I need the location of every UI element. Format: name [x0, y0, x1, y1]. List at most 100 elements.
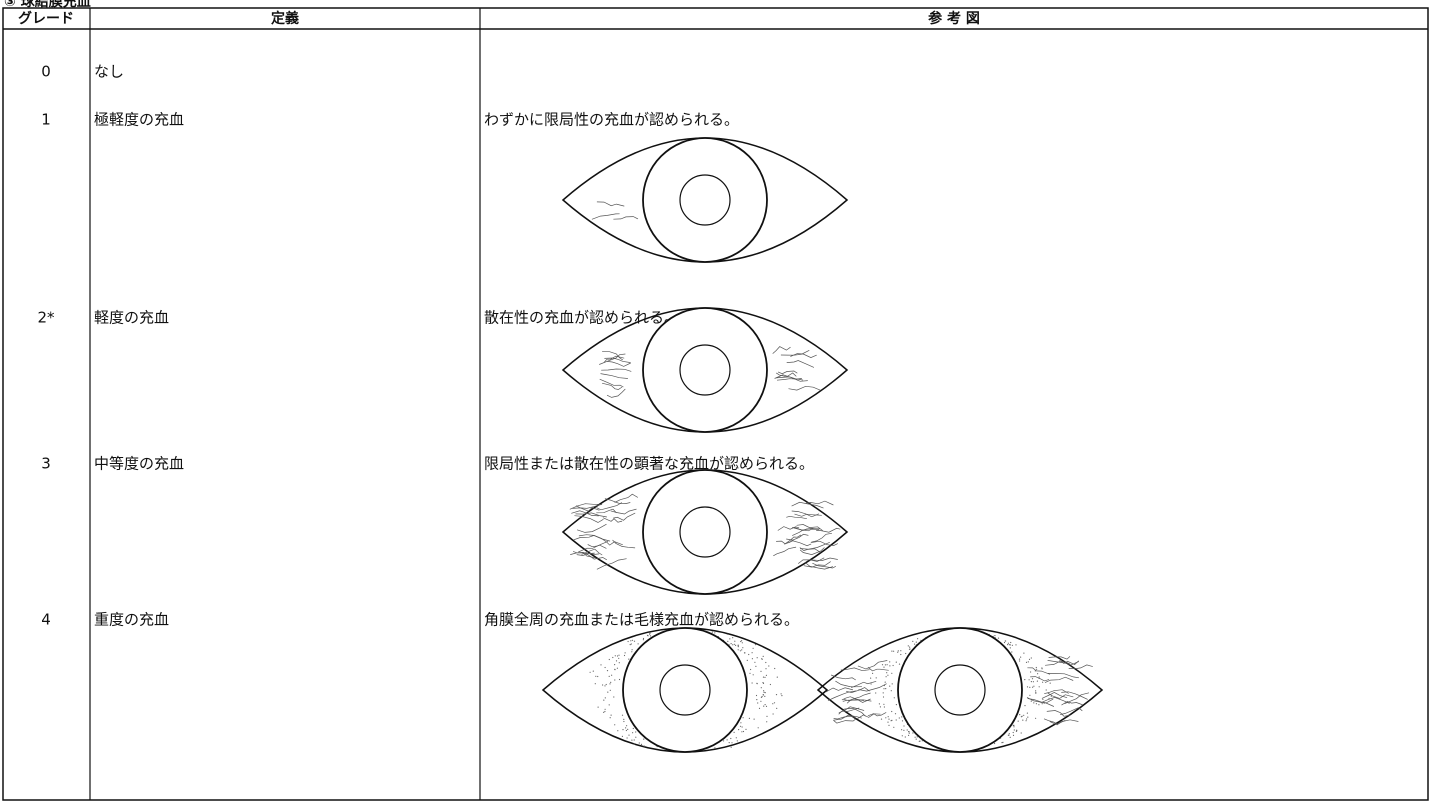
vessel-dot [608, 675, 610, 678]
vessel-dot [889, 661, 891, 663]
vessel-dot [893, 726, 895, 728]
vessel [784, 534, 802, 545]
vessel [1045, 660, 1071, 666]
vessel-dot [597, 706, 599, 708]
vessel-dot [761, 696, 763, 698]
vessel-dot [890, 690, 892, 692]
vessel-dot [765, 674, 768, 677]
eye-outline [561, 137, 849, 263]
vessel-dot [627, 640, 629, 643]
vessel-dot [730, 643, 732, 645]
vessel-dot [760, 687, 762, 689]
vessel-dot [898, 663, 901, 665]
vessel-dot [916, 736, 918, 738]
vessel-dot [921, 740, 923, 742]
vessel-dot [649, 632, 651, 634]
vessel [776, 378, 804, 381]
vessel [811, 532, 832, 543]
vessel-dot [730, 746, 732, 748]
vessel-dot [714, 632, 716, 634]
vessel-dot [1031, 678, 1034, 680]
vessel-dot [592, 670, 594, 672]
vessel-dot [1048, 697, 1050, 699]
vessel-dot [907, 645, 909, 647]
vessel [793, 527, 820, 532]
vessel-dot [780, 693, 782, 695]
vessel-dot [621, 735, 624, 738]
vessel-dot [737, 644, 739, 647]
vessel-dot [766, 721, 768, 723]
vessel-dot [614, 655, 616, 657]
vessel-dot [762, 655, 764, 658]
vessel-dot [643, 745, 645, 747]
vessel [1047, 660, 1079, 666]
vessel-dot [1004, 640, 1006, 642]
vessel [825, 687, 854, 693]
vessel [600, 373, 628, 379]
vessel-dot [764, 692, 766, 694]
vessel-dot [915, 738, 917, 740]
vessel-dot [1009, 736, 1011, 739]
table-frame [2, 7, 1429, 801]
vessel-dot [714, 747, 716, 749]
vessel-dot [903, 725, 905, 727]
reference-text: わずかに限局性の充血が認められる。 [484, 111, 739, 129]
vessel-dot [749, 672, 751, 674]
vessel [606, 361, 631, 367]
vessel-dot [618, 678, 621, 681]
vessel-dot [774, 667, 776, 670]
vessel-dot [1020, 656, 1022, 658]
vessel-dot [736, 740, 738, 742]
vessel-dot [1050, 695, 1052, 697]
vessel-dot [762, 682, 765, 685]
vessel [800, 541, 830, 550]
vessel-dot [1024, 679, 1026, 681]
vessel-dot [905, 652, 907, 655]
vessel-dot [1036, 668, 1038, 670]
vessel-dot [752, 647, 754, 649]
vessel-dot [1035, 717, 1037, 719]
vessel-dot [1019, 714, 1021, 716]
vessel [805, 562, 834, 570]
vessel [803, 561, 831, 568]
vessel-dot [880, 718, 883, 720]
vessel-dot [994, 742, 996, 745]
vessel-dot [729, 638, 731, 640]
vessel-dot [1013, 726, 1015, 728]
vessel [812, 562, 836, 569]
vessel-dot [756, 682, 758, 684]
column-header: 参 考 図 [928, 10, 980, 27]
vessel-dot [755, 665, 757, 668]
vessel [572, 551, 596, 559]
eye-illustration [561, 469, 849, 595]
vessel [1027, 667, 1051, 675]
vessel-dot [744, 652, 746, 654]
vessel-dot [919, 740, 921, 742]
vessel-dot [604, 710, 606, 713]
column-header: 定義 [271, 10, 299, 27]
vessel-dot [1045, 689, 1047, 691]
vessel-dot [738, 729, 740, 731]
vessel-dot [631, 651, 633, 653]
vessel [596, 502, 623, 511]
vessel [591, 213, 620, 220]
vessel [606, 388, 626, 398]
vessel-dot [1038, 704, 1040, 706]
vessel-dot [611, 674, 613, 676]
vessel-dot [1029, 694, 1031, 696]
vessel-dot [614, 669, 616, 671]
vessel-dot [627, 728, 629, 731]
reference-text: 限局性または散在性の顕著な充血が認められる。 [484, 455, 814, 473]
vessel-dot [908, 648, 911, 650]
definition: 軽度の充血 [94, 309, 169, 327]
vessel [581, 548, 603, 556]
vessel [790, 353, 817, 358]
vessel-dot [649, 635, 652, 637]
vessel [1068, 664, 1093, 669]
vessel-dot [609, 717, 611, 719]
vessel [805, 500, 834, 506]
vessel-dot [635, 736, 637, 738]
vessel-dot [604, 666, 606, 669]
vessel-dot [883, 706, 886, 708]
vessel-dot [753, 718, 755, 720]
